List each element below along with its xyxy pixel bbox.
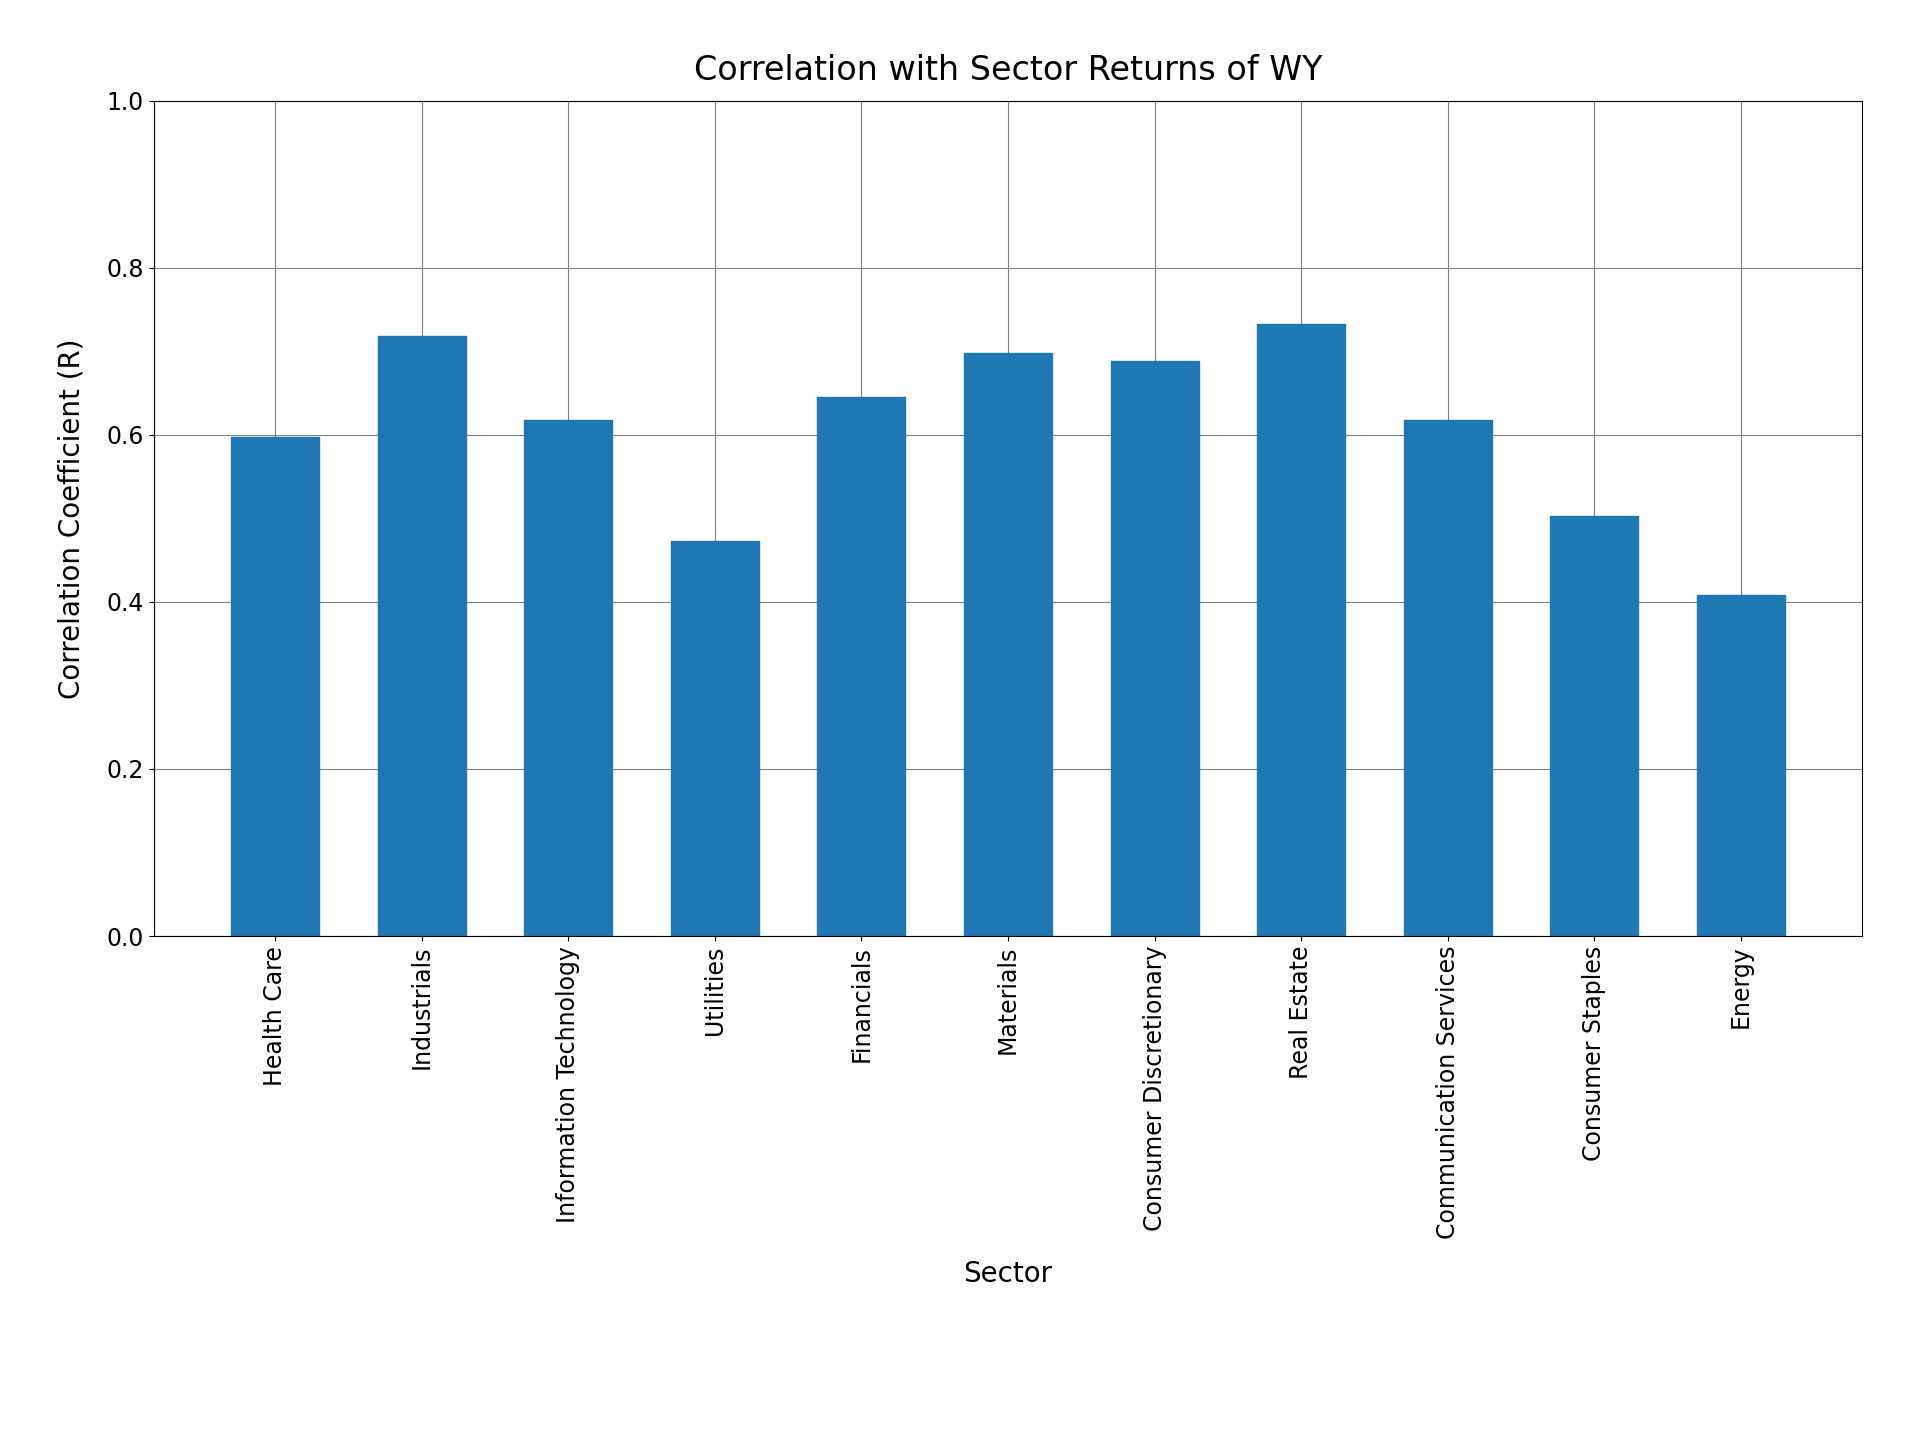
Bar	[964, 353, 1052, 936]
Bar	[1549, 516, 1638, 936]
Title: Correlation with Sector Returns of WY: Correlation with Sector Returns of WY	[693, 53, 1323, 86]
Bar	[818, 397, 906, 936]
Bar	[524, 420, 612, 936]
Y-axis label: Correlation Coefficient (R): Correlation Coefficient (R)	[58, 338, 86, 698]
Bar	[1110, 361, 1198, 936]
Bar	[670, 541, 758, 936]
Bar	[1404, 420, 1492, 936]
Bar	[230, 436, 319, 936]
Bar	[1258, 324, 1346, 936]
Bar	[378, 337, 467, 936]
X-axis label: Sector: Sector	[964, 1260, 1052, 1287]
Bar	[1697, 595, 1786, 936]
